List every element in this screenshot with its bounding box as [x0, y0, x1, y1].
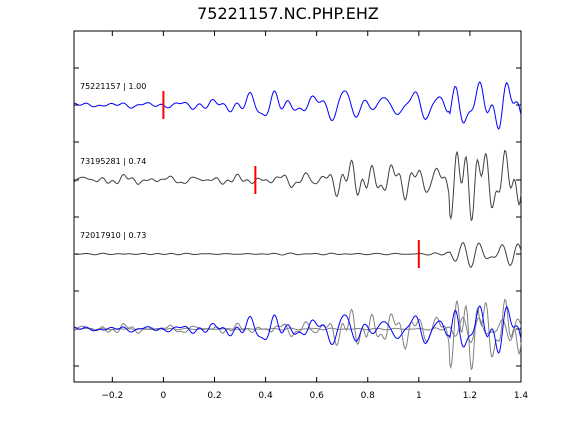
overlay-trace-72017910: [73, 316, 522, 343]
plot-frame: [73, 30, 522, 383]
pick-markers: [162, 91, 420, 268]
trace-75221157: [73, 81, 522, 130]
overlay-trace-75221157: [73, 305, 522, 354]
chart-title: 75221157.NC.PHP.EHZ: [197, 4, 379, 23]
x-tick-label: 1.4: [514, 391, 529, 401]
trace-73195281: [73, 149, 522, 222]
x-tick-label: −0.2: [101, 391, 123, 401]
trace-72017910: [73, 241, 522, 268]
x-tick-label: 0.8: [361, 391, 376, 401]
x-tick-label: 0: [161, 391, 167, 401]
traces-group: [73, 81, 522, 371]
x-tick-label: 1: [416, 391, 422, 401]
x-tick-label: 0.6: [309, 391, 324, 401]
trace-label-75221157: 75221157 | 1.00: [80, 82, 146, 91]
trace-label-72017910: 72017910 | 0.73: [80, 231, 146, 240]
x-tick-label: 1.2: [463, 391, 477, 401]
y-ticks: [74, 67, 521, 367]
x-tick-label: 0.2: [207, 391, 221, 401]
x-ticks: −0.2 0 0.2 0.4 0.6 0.8 1 1.2 1.4: [101, 31, 528, 401]
trace-labels: 75221157 | 1.00 73195281 | 0.74 72017910 |…: [80, 82, 146, 240]
x-tick-label: 0.4: [258, 391, 273, 401]
trace-label-73195281: 73195281 | 0.74: [80, 157, 146, 166]
